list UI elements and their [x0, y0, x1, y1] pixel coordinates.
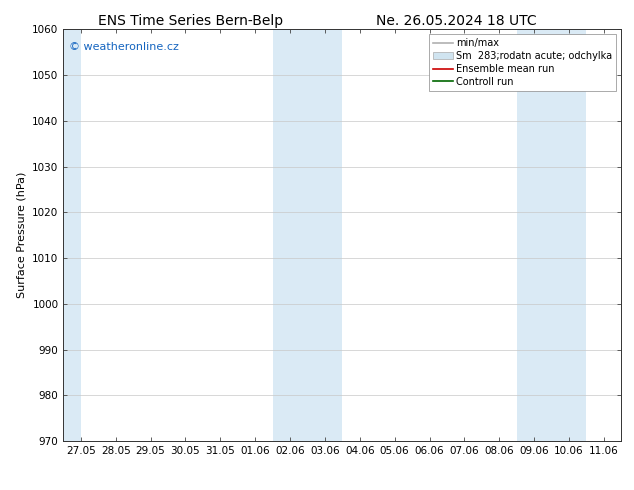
Bar — [273, 29, 342, 441]
Text: Ne. 26.05.2024 18 UTC: Ne. 26.05.2024 18 UTC — [376, 14, 537, 28]
Y-axis label: Surface Pressure (hPa): Surface Pressure (hPa) — [16, 172, 27, 298]
Bar — [63, 29, 81, 441]
Text: © weatheronline.cz: © weatheronline.cz — [69, 42, 179, 52]
Text: ENS Time Series Bern-Belp: ENS Time Series Bern-Belp — [98, 14, 283, 28]
Legend: min/max, Sm  283;rodatn acute; odchylka, Ensemble mean run, Controll run: min/max, Sm 283;rodatn acute; odchylka, … — [429, 34, 616, 91]
Bar — [517, 29, 586, 441]
